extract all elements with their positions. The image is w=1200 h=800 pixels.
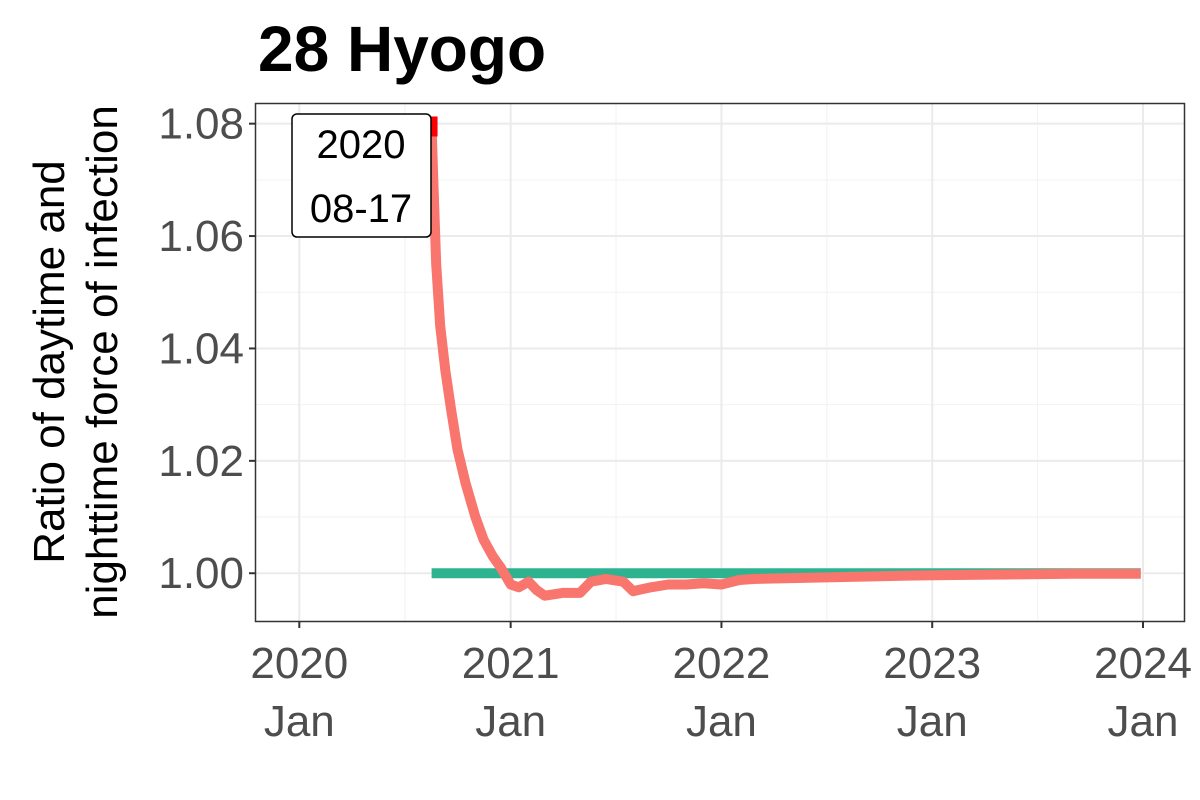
- x-tick-label-year: 2021: [462, 639, 560, 688]
- x-tick-label-year: 2024: [1094, 639, 1192, 688]
- x-tick-label-month: Jan: [264, 697, 335, 746]
- chart-title: 28 Hyogo: [258, 13, 546, 85]
- x-tick-label-month: Jan: [897, 697, 968, 746]
- x-tick-label-year: 2023: [883, 639, 981, 688]
- x-tick-label-month: Jan: [1108, 697, 1179, 746]
- y-tick-label: 1.02: [158, 437, 244, 486]
- x-tick-label-month: Jan: [475, 697, 546, 746]
- annotation: 2020 08-17: [291, 113, 432, 238]
- annotation-line-1: 2020: [317, 123, 406, 167]
- annotation-box: [291, 113, 432, 238]
- y-tick-label: 1.04: [158, 324, 244, 373]
- grid: [256, 104, 1184, 621]
- x-tick-label-year: 2020: [250, 639, 348, 688]
- x-tick-label-month: Jan: [686, 697, 757, 746]
- annotation-line-2: 08-17: [310, 187, 412, 231]
- y-axis-label-line-2: nighttime force of infection: [78, 105, 127, 619]
- x-axis-ticks: 2020 Jan 2021 Jan 2022 Jan 2023 Jan 2024 Jan: [250, 621, 1192, 746]
- plot-border: [254, 102, 1186, 623]
- y-tick-label: 1.06: [158, 212, 244, 261]
- x-tick-label-year: 2022: [672, 639, 770, 688]
- y-axis-label: Ratio of daytime and nighttime force of …: [25, 105, 127, 619]
- y-axis-label-line-1: Ratio of daytime and: [25, 160, 74, 564]
- series-line-0: [426, 126, 1141, 601]
- y-tick-label: 1.08: [158, 100, 244, 149]
- y-tick-label: 1.00: [158, 549, 244, 598]
- y-axis-ticks: 1.00 1.02 1.04 1.06 1.08: [158, 100, 256, 598]
